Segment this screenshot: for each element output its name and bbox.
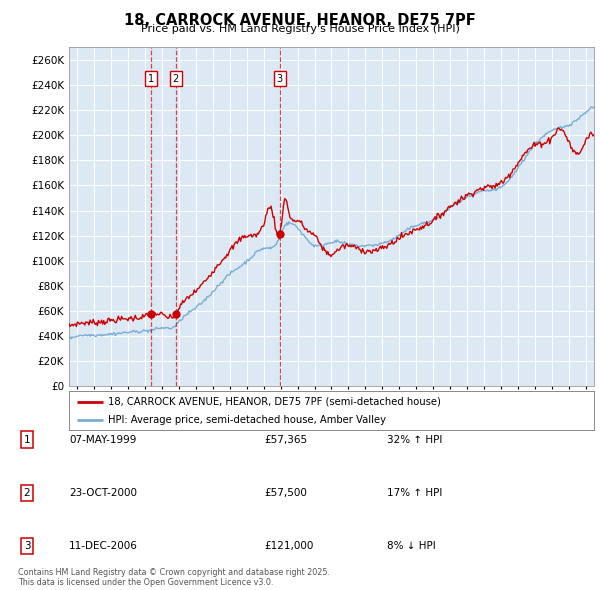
- Text: 2: 2: [23, 488, 31, 497]
- Text: 32% ↑ HPI: 32% ↑ HPI: [387, 435, 442, 444]
- Text: 23-OCT-2000: 23-OCT-2000: [69, 488, 137, 497]
- Text: £121,000: £121,000: [264, 541, 313, 550]
- Text: Price paid vs. HM Land Registry's House Price Index (HPI): Price paid vs. HM Land Registry's House …: [140, 24, 460, 34]
- Text: 1: 1: [148, 74, 154, 84]
- Text: £57,500: £57,500: [264, 488, 307, 497]
- Text: 18, CARROCK AVENUE, HEANOR, DE75 7PF: 18, CARROCK AVENUE, HEANOR, DE75 7PF: [124, 13, 476, 28]
- Text: 3: 3: [277, 74, 283, 84]
- Text: Contains HM Land Registry data © Crown copyright and database right 2025.
This d: Contains HM Land Registry data © Crown c…: [18, 568, 330, 587]
- Text: £57,365: £57,365: [264, 435, 307, 444]
- Text: 2: 2: [173, 74, 179, 84]
- Text: 07-MAY-1999: 07-MAY-1999: [69, 435, 136, 444]
- Text: HPI: Average price, semi-detached house, Amber Valley: HPI: Average price, semi-detached house,…: [109, 415, 386, 425]
- Text: 1: 1: [23, 435, 31, 444]
- Text: 17% ↑ HPI: 17% ↑ HPI: [387, 488, 442, 497]
- Text: 3: 3: [23, 541, 31, 550]
- Text: 18, CARROCK AVENUE, HEANOR, DE75 7PF (semi-detached house): 18, CARROCK AVENUE, HEANOR, DE75 7PF (se…: [109, 396, 441, 407]
- Text: 11-DEC-2006: 11-DEC-2006: [69, 541, 138, 550]
- Text: 8% ↓ HPI: 8% ↓ HPI: [387, 541, 436, 550]
